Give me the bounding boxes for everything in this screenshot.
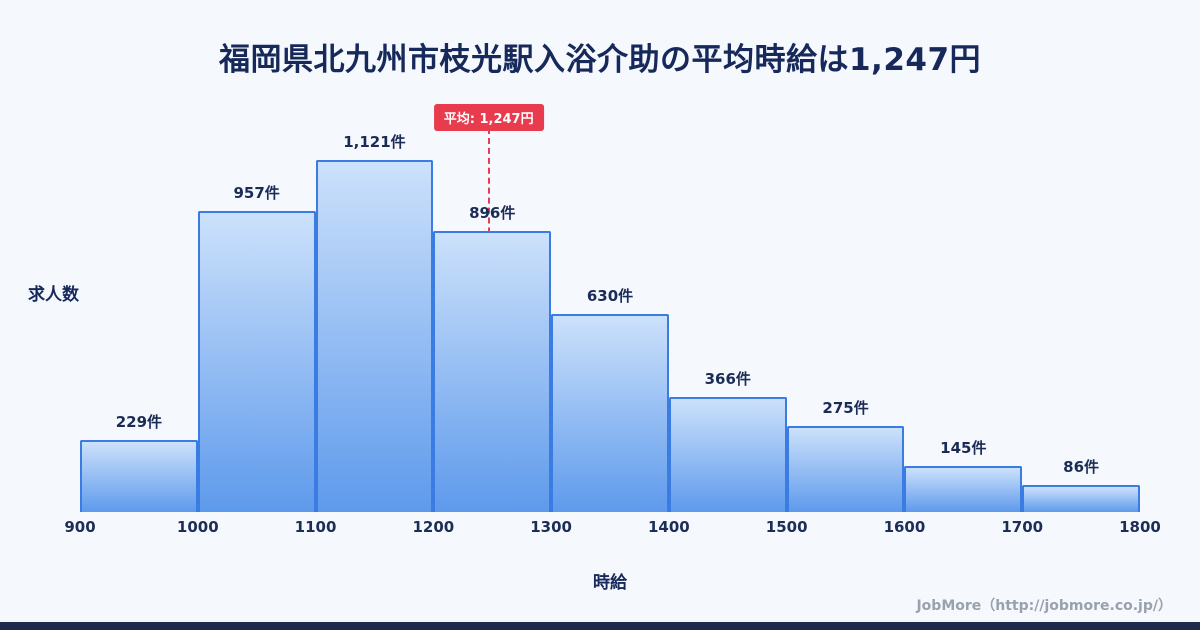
- page-title: 福岡県北九州市枝光駅入浴介助の平均時給は1,247円: [218, 42, 982, 78]
- histogram-bar: [80, 440, 198, 512]
- x-tick-label: 900: [64, 518, 96, 536]
- histogram-bar: [197, 211, 316, 512]
- histogram-bar: [786, 426, 905, 512]
- x-axis-ticks: 900 1000 1100 1200 1300 1400 1500 1600 1700 1800: [64, 518, 1161, 538]
- bottom-accent-bar: [0, 622, 1200, 630]
- histogram-bar: [668, 397, 787, 512]
- bar-value-label: 275件: [822, 399, 869, 417]
- x-tick-label: 1800: [1119, 518, 1161, 536]
- bar-value-label: 366件: [704, 370, 751, 388]
- histogram-bar: [904, 466, 1023, 512]
- x-tick-label: 1300: [530, 518, 572, 536]
- x-tick-label: 1000: [176, 518, 219, 536]
- bar-value-label: 896件: [469, 204, 516, 222]
- histogram-bar: [433, 231, 552, 512]
- bar-value-label: 145件: [940, 439, 987, 457]
- histogram-bar: [315, 160, 434, 512]
- bar-value-label: 1,121件: [343, 133, 406, 151]
- histogram-bar: [551, 314, 669, 512]
- histogram-bar: [1022, 485, 1140, 512]
- bar-value-label: 630件: [586, 287, 634, 305]
- x-tick-label: 1400: [648, 518, 690, 536]
- x-tick-label: 1700: [1001, 518, 1044, 536]
- x-axis-label: 時給: [593, 573, 627, 593]
- x-tick-label: 1200: [412, 518, 455, 536]
- average-badge: 平均: 1,247円: [433, 104, 544, 131]
- y-axis-label: 求人数: [28, 285, 79, 305]
- bar-value-label: 957件: [233, 184, 280, 202]
- x-tick-label: 1600: [883, 518, 926, 536]
- bar-value-label: 229件: [115, 413, 163, 431]
- x-tick-label: 1100: [294, 518, 337, 536]
- plot-area: 平均: 1,247円 229件 957件 1,121件 896件 630件 366件 275…: [80, 100, 1140, 512]
- x-tick-label: 1500: [765, 518, 808, 536]
- footer-credit: JobMore（http://jobmore.co.jp/）: [916, 598, 1172, 614]
- bar-value-label: 86件: [1063, 458, 1100, 476]
